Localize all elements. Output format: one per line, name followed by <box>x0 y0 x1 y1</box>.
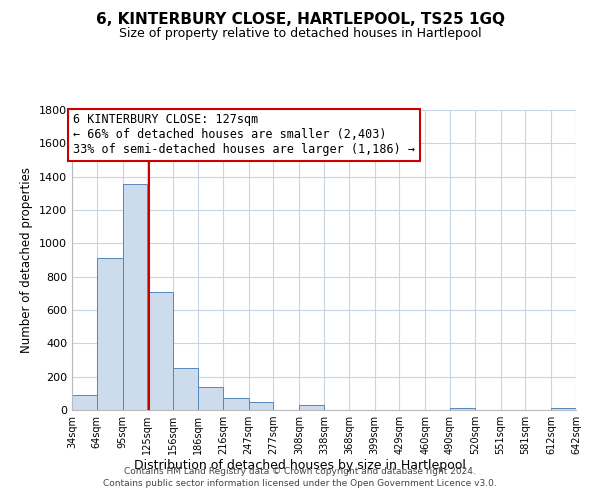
Bar <box>122 184 148 410</box>
Y-axis label: Number of detached properties: Number of detached properties <box>20 167 34 353</box>
Bar <box>198 386 223 410</box>
Bar <box>450 408 475 410</box>
Text: 6 KINTERBURY CLOSE: 127sqm
← 66% of detached houses are smaller (2,403)
33% of s: 6 KINTERBURY CLOSE: 127sqm ← 66% of deta… <box>73 114 415 156</box>
Bar <box>148 292 173 410</box>
Bar <box>72 395 97 410</box>
Text: Distribution of detached houses by size in Hartlepool: Distribution of detached houses by size … <box>134 458 466 471</box>
Text: 6, KINTERBURY CLOSE, HARTLEPOOL, TS25 1GQ: 6, KINTERBURY CLOSE, HARTLEPOOL, TS25 1G… <box>95 12 505 28</box>
Bar <box>223 398 248 410</box>
Bar <box>299 405 324 410</box>
Bar <box>97 258 122 410</box>
Text: Contains HM Land Registry data © Crown copyright and database right 2024.
Contai: Contains HM Land Registry data © Crown c… <box>103 466 497 487</box>
Bar <box>248 402 274 410</box>
Text: Size of property relative to detached houses in Hartlepool: Size of property relative to detached ho… <box>119 28 481 40</box>
Bar <box>173 368 198 410</box>
Bar <box>551 408 576 410</box>
